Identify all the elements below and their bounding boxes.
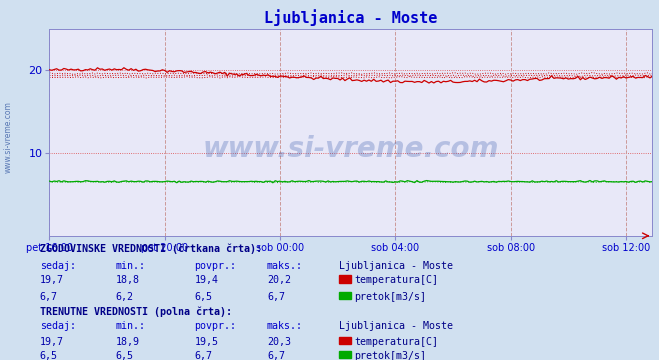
Text: sedaj:: sedaj: bbox=[40, 321, 76, 331]
Text: 20,2: 20,2 bbox=[267, 275, 291, 285]
Text: min.:: min.: bbox=[115, 261, 146, 271]
Text: 6,5: 6,5 bbox=[194, 292, 212, 302]
Text: 6,2: 6,2 bbox=[115, 292, 133, 302]
Text: temperatura[C]: temperatura[C] bbox=[354, 337, 438, 347]
Text: 6,5: 6,5 bbox=[115, 351, 133, 360]
Text: 19,7: 19,7 bbox=[40, 337, 63, 347]
Text: 6,5: 6,5 bbox=[40, 351, 57, 360]
Text: pretok[m3/s]: pretok[m3/s] bbox=[354, 351, 426, 360]
Text: 18,8: 18,8 bbox=[115, 275, 139, 285]
Text: 6,7: 6,7 bbox=[194, 351, 212, 360]
Text: ZGODOVINSKE VREDNOSTI (črtkana črta):: ZGODOVINSKE VREDNOSTI (črtkana črta): bbox=[40, 243, 262, 253]
Text: TRENUTNE VREDNOSTI (polna črta):: TRENUTNE VREDNOSTI (polna črta): bbox=[40, 307, 231, 317]
Text: 6,7: 6,7 bbox=[40, 292, 57, 302]
Text: povpr.:: povpr.: bbox=[194, 321, 237, 331]
Text: www.si-vreme.com: www.si-vreme.com bbox=[203, 135, 499, 163]
Text: 19,4: 19,4 bbox=[194, 275, 218, 285]
Text: 19,7: 19,7 bbox=[40, 275, 63, 285]
Text: Ljubljanica - Moste: Ljubljanica - Moste bbox=[339, 261, 453, 271]
Text: www.si-vreme.com: www.si-vreme.com bbox=[4, 101, 13, 173]
Text: sedaj:: sedaj: bbox=[40, 261, 76, 271]
Title: Ljubljanica - Moste: Ljubljanica - Moste bbox=[264, 9, 438, 26]
Text: povpr.:: povpr.: bbox=[194, 261, 237, 271]
Text: 20,3: 20,3 bbox=[267, 337, 291, 347]
Text: min.:: min.: bbox=[115, 321, 146, 331]
Text: 18,9: 18,9 bbox=[115, 337, 139, 347]
Text: maks.:: maks.: bbox=[267, 261, 303, 271]
Text: pretok[m3/s]: pretok[m3/s] bbox=[354, 292, 426, 302]
Text: 6,7: 6,7 bbox=[267, 351, 285, 360]
Text: 6,7: 6,7 bbox=[267, 292, 285, 302]
Text: 19,5: 19,5 bbox=[194, 337, 218, 347]
Text: maks.:: maks.: bbox=[267, 321, 303, 331]
Text: Ljubljanica - Moste: Ljubljanica - Moste bbox=[339, 321, 453, 331]
Text: temperatura[C]: temperatura[C] bbox=[354, 275, 438, 285]
